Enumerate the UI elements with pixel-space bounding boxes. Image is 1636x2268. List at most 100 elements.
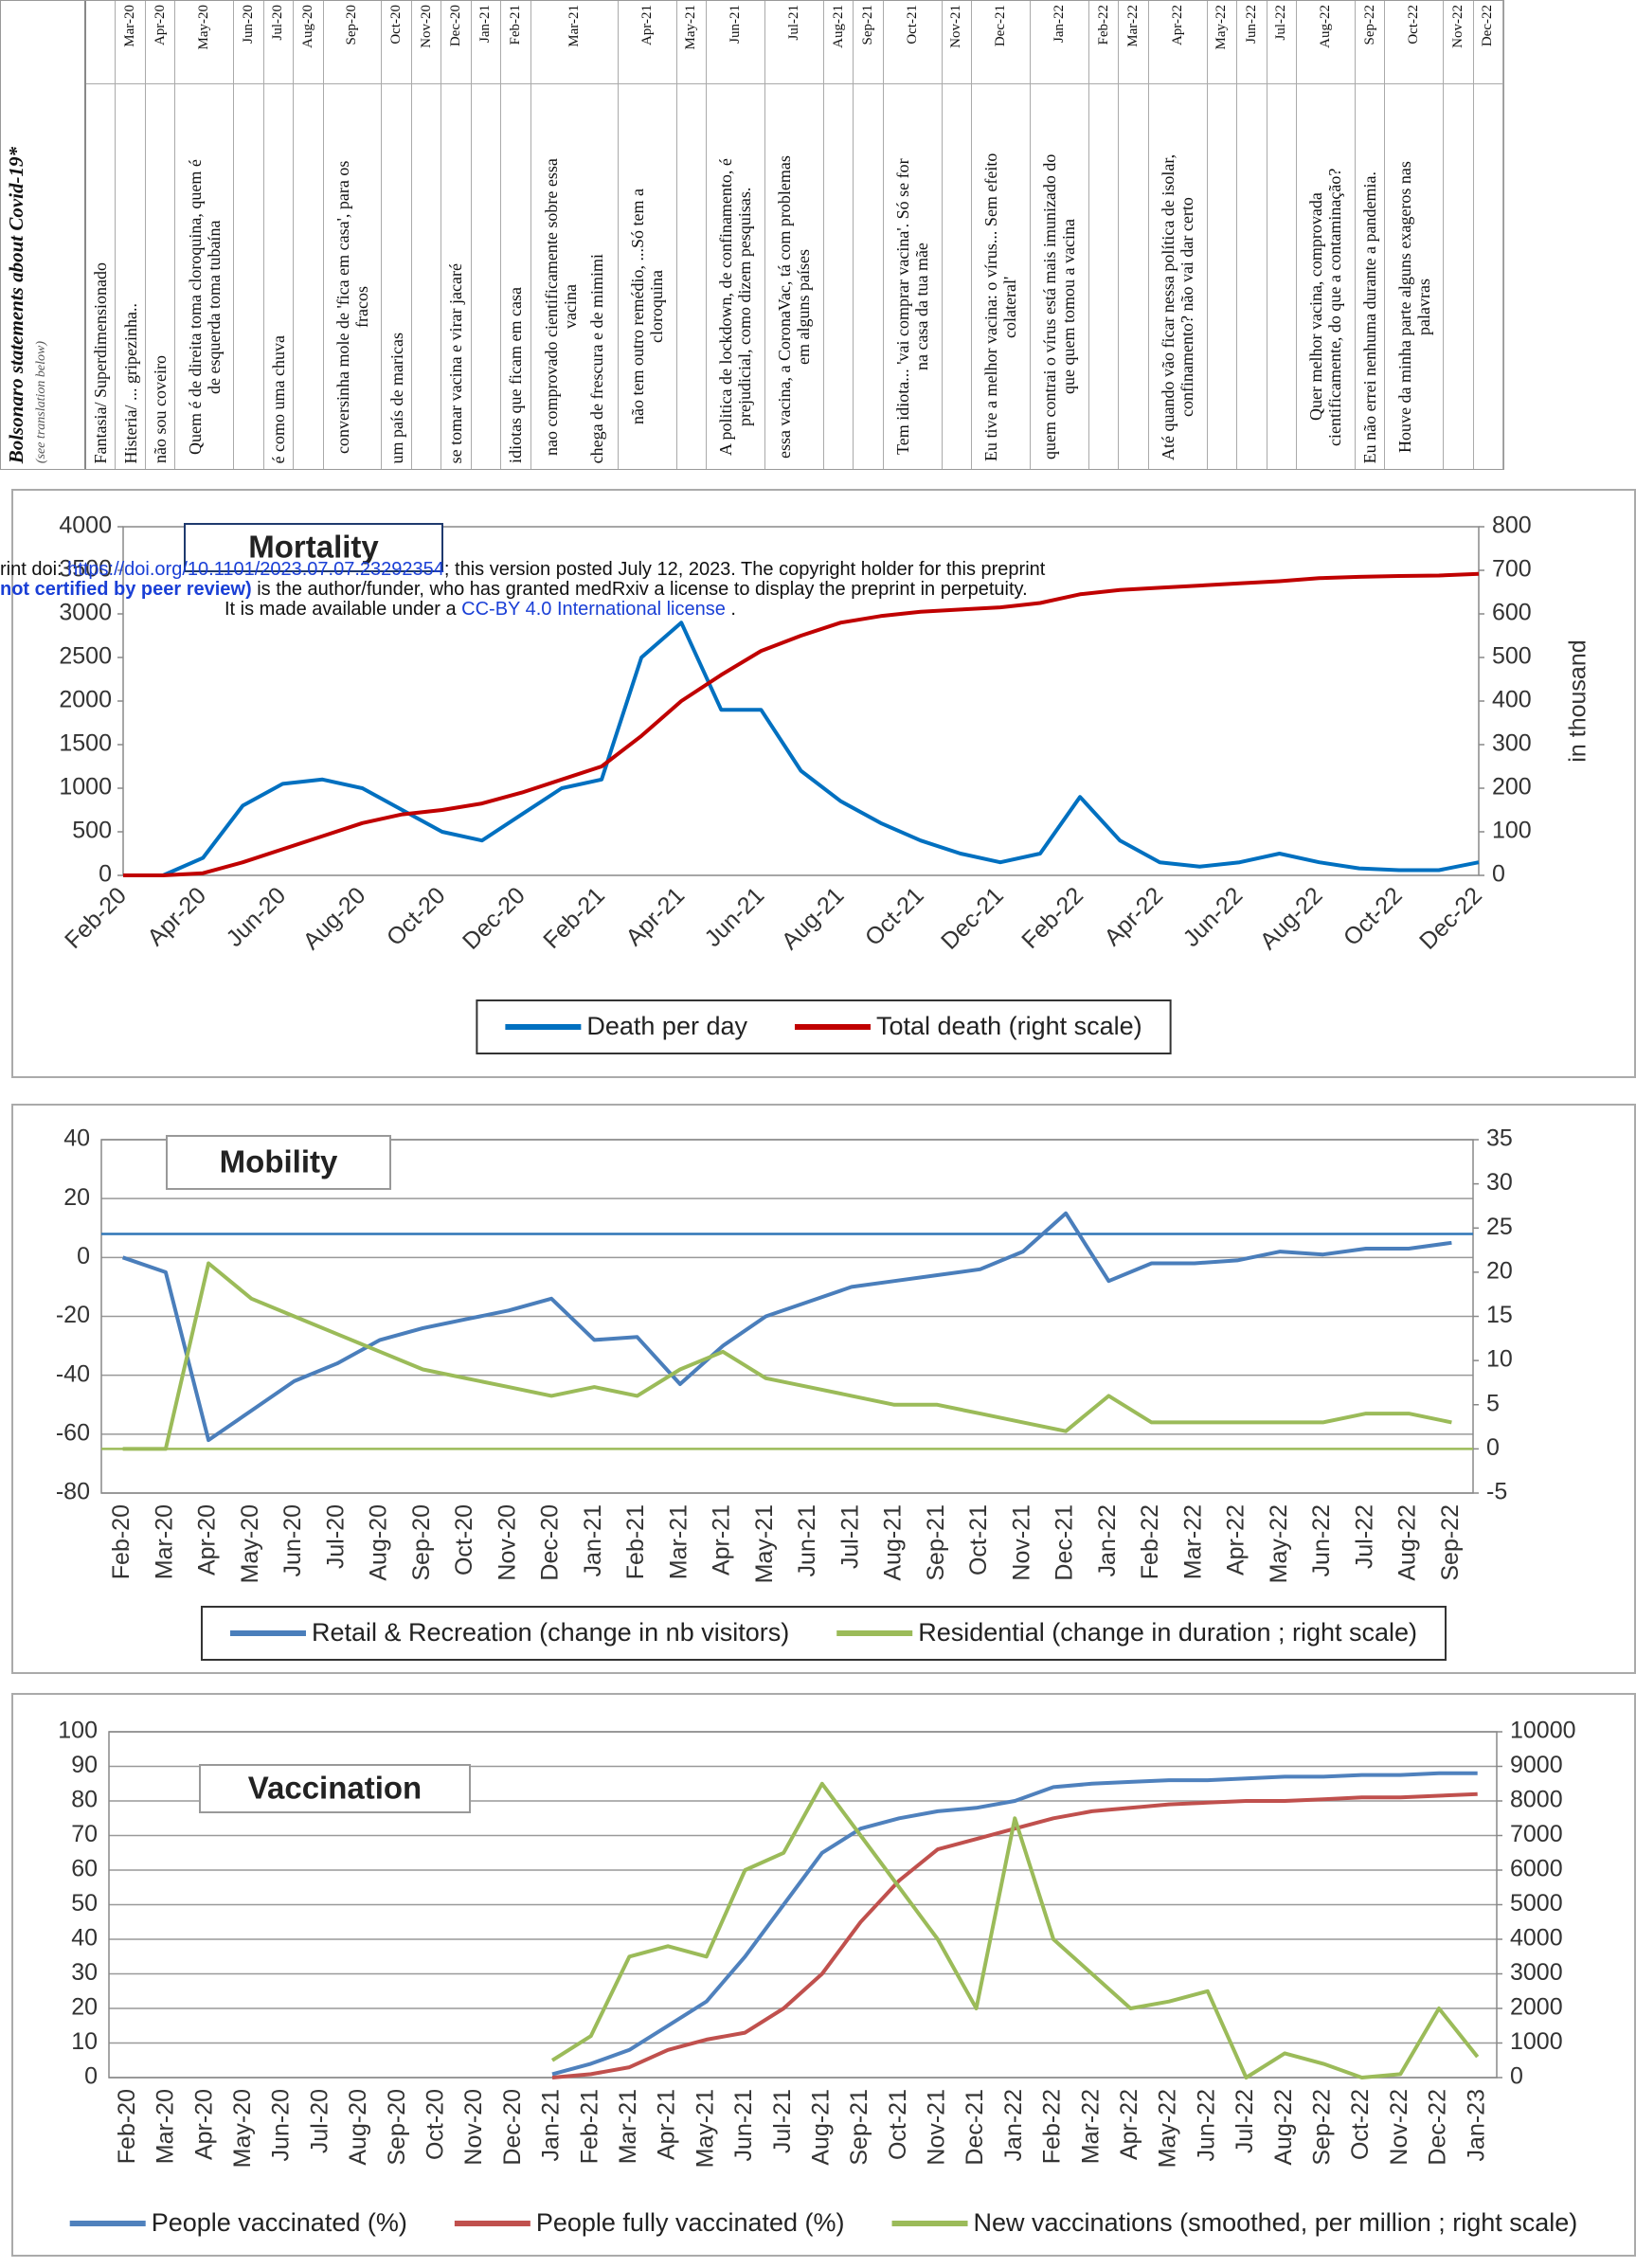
table-subtitle: (see translation below) — [34, 340, 48, 463]
notice-line: not certified by peer review) is the aut… — [0, 580, 1045, 600]
table-column: Jul-21 essa vacina, a CoronaVac, tá com p… — [765, 1, 824, 469]
y2-tick-label: 8000 — [1510, 1787, 1563, 1813]
table-column: Apr-22 Até quando vão ficar nessa polític… — [1148, 1, 1208, 469]
month-cell: Oct-21 — [883, 1, 942, 84]
x-tick-label: Aug-21 — [880, 1504, 907, 1581]
x-tick-label: May-21 — [692, 2089, 718, 2168]
x-tick-label: Jan-21 — [538, 2089, 565, 2161]
y-tick-label: 10 — [71, 2028, 98, 2055]
notice-text: . — [725, 599, 736, 620]
month-label: Jul-22 — [1273, 5, 1289, 41]
table-column: Aug-22 Quer melhor vacina, comprovada cie… — [1296, 1, 1356, 469]
statement: nao comprovado cientificamente sobre ess… — [541, 158, 581, 456]
y2-tick-label: 10000 — [1510, 1718, 1576, 1744]
statement-cell: não tem outro remédio, ...Só tem a cloro… — [619, 84, 676, 469]
y-tick-label: 100 — [58, 1718, 98, 1744]
month-label: Jul-21 — [786, 5, 801, 41]
legend-box — [200, 1606, 1447, 1661]
month-cell: Mar-20 — [116, 1, 145, 84]
table-column: Jun-20 — [234, 1, 264, 469]
legend-label: Total death (right scale) — [876, 1012, 1142, 1040]
month-label: Feb-21 — [507, 5, 523, 45]
month-label: Jun-20 — [240, 5, 256, 44]
month-label: Jan-22 — [1051, 5, 1067, 43]
x-tick-label: Aug-20 — [366, 1504, 392, 1581]
y-tick-label: 500 — [72, 818, 112, 844]
legend-label: Death per day — [586, 1012, 747, 1040]
table-column: Oct-22 Houve da minha parte alguns exager… — [1385, 1, 1445, 469]
y-tick-label: -60 — [56, 1419, 90, 1446]
x-tick-label: Jun-22 — [1193, 2089, 1219, 2161]
month-cell: Apr-22 — [1148, 1, 1207, 84]
notice-text: is the author/funder, who has granted me… — [251, 579, 1028, 600]
x-tick-label: Aug-22 — [1270, 2089, 1297, 2166]
x-tick-label: Oct-21 — [965, 1504, 992, 1575]
month-label: Apr-21 — [638, 5, 655, 46]
y-tick-label: 1500 — [59, 730, 112, 757]
month-cell: Jun-22 — [1237, 1, 1267, 84]
month-cell: Dec-21 — [972, 1, 1030, 84]
x-tick-label: Jul-21 — [836, 1504, 863, 1569]
x-tick-label: Sep-20 — [384, 2089, 410, 2166]
y2-tick-label: 6000 — [1510, 1856, 1563, 1882]
month-label: Aug-20 — [299, 5, 315, 48]
statement-cell — [1119, 84, 1147, 469]
y2-tick-label: 0 — [1486, 1434, 1500, 1461]
y2-tick-label: 5 — [1486, 1390, 1500, 1416]
month-cell — [86, 1, 116, 84]
month-cell: Jul-22 — [1267, 1, 1296, 84]
y-tick-label: 3000 — [59, 600, 112, 626]
y2-tick-label: 15 — [1486, 1302, 1513, 1328]
month-cell: Mar-22 — [1119, 1, 1148, 84]
y-tick-label: -40 — [56, 1360, 90, 1387]
x-tick-label: Oct-22 — [1347, 2089, 1374, 2160]
statements-table: Bolsonaro statements about Covid-19* (see… — [0, 0, 1504, 470]
month-label: May-20 — [196, 5, 212, 50]
table-column: May-22 — [1207, 1, 1238, 469]
table-column: Dec-20 se tomar vacina e virar jacaré — [441, 1, 472, 469]
table-header-cell: Bolsonaro statements about Covid-19* (see… — [1, 1, 86, 469]
y-tick-label: 90 — [71, 1752, 98, 1778]
y2-tick-label: 25 — [1486, 1214, 1513, 1240]
month-cell: Jul-20 — [263, 1, 294, 84]
statement: Eu não errei nenhuma durante a pandemia. — [1359, 171, 1379, 463]
x-tick-label: Sep-21 — [846, 2089, 872, 2166]
legend-label: Residential (change in duration ; right … — [918, 1618, 1417, 1647]
notice-text: CC-BY 4.0 International license — [461, 599, 726, 620]
statement-cell: essa vacina, a CoronaVac, tá com problem… — [765, 84, 823, 469]
title-box — [199, 1764, 471, 1813]
x-tick-label: Sep-22 — [1437, 1504, 1464, 1581]
statement-cell — [1089, 84, 1118, 469]
table-column: Nov-21 — [942, 1, 973, 469]
x-tick-label: Jun-20 — [279, 1504, 306, 1576]
table-column: Aug-20 — [294, 1, 324, 469]
x-tick-label: Nov-21 — [924, 2089, 950, 2166]
month-label: Nov-20 — [418, 5, 434, 48]
y2-tick-label: 5000 — [1510, 1890, 1563, 1917]
month-cell: Jun-21 — [707, 1, 765, 84]
statement: quem contrai o vírus está mais imunizado… — [1040, 153, 1079, 460]
title-box — [166, 1135, 391, 1190]
month-label: May-21 — [683, 5, 699, 50]
statement-cell: Quem é de direita toma cloroquina, quem … — [175, 84, 233, 469]
statement: essa vacina, a CoronaVac, tá com problem… — [775, 155, 814, 459]
month-label: Oct-20 — [388, 5, 405, 45]
x-tick-label: Jun-20 — [268, 2089, 295, 2161]
plot-frame — [122, 526, 1480, 876]
y2-tick-label: 800 — [1492, 513, 1532, 539]
x-tick-label: Jun-21 — [794, 1504, 820, 1576]
chart: -80 -60 -40 -20 0 20 40 -5 0 5 10 15 20 25 30 35 Feb-20 M… — [11, 1104, 1636, 1674]
month-label: Apr-22 — [1169, 5, 1185, 46]
y-tick-label: 30 — [71, 1959, 98, 1986]
series-line — [123, 621, 1480, 877]
plot-frame — [100, 1139, 1474, 1494]
x-tick-label: Feb-21 — [622, 1504, 649, 1579]
statement-cell — [294, 84, 322, 469]
legend-label: Retail & Recreation (change in nb visito… — [312, 1618, 789, 1647]
month-cell: Feb-22 — [1088, 1, 1119, 84]
x-tick-label: Dec-22 — [1425, 2089, 1451, 2166]
month-cell: Mar-21 — [530, 1, 618, 84]
table-column: Feb-22 — [1088, 1, 1120, 469]
month-cell: Oct-20 — [382, 1, 411, 84]
chart-title: Mortality — [248, 530, 379, 565]
